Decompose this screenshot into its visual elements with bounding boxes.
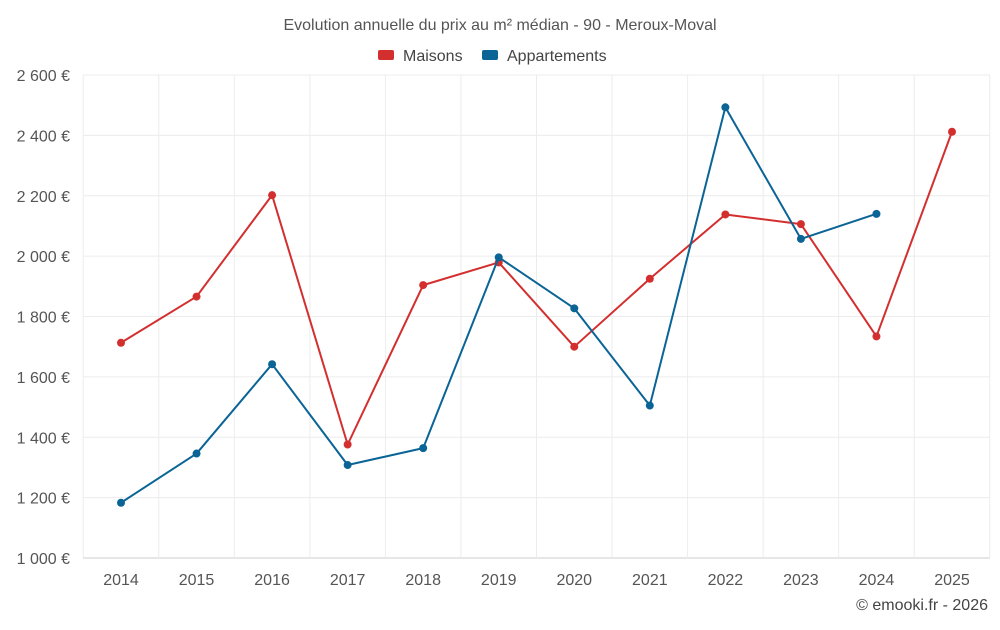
grid-lines bbox=[82, 74, 991, 559]
data-point-appartements[interactable] bbox=[494, 253, 503, 262]
x-tick-label: 2014 bbox=[103, 572, 139, 589]
series-appartements bbox=[117, 103, 881, 507]
credit-text: © emooki.fr - 2026 bbox=[856, 597, 988, 614]
data-point-maisons[interactable] bbox=[419, 281, 428, 290]
series-layer bbox=[117, 103, 956, 507]
data-point-maisons[interactable] bbox=[796, 220, 805, 229]
y-tick-label: 2 600 € bbox=[17, 68, 70, 85]
y-tick-label: 1 600 € bbox=[17, 370, 70, 387]
data-point-appartements[interactable] bbox=[117, 498, 125, 507]
chart-legend: Maisons Appartements bbox=[378, 48, 607, 65]
series-line-maisons bbox=[120, 131, 953, 446]
data-point-maisons[interactable] bbox=[948, 127, 956, 136]
data-point-maisons[interactable] bbox=[872, 332, 881, 341]
chart-title: Evolution annuelle du prix au m² médian … bbox=[283, 17, 716, 34]
data-point-appartements[interactable] bbox=[268, 360, 277, 369]
x-tick-label: 2020 bbox=[556, 572, 592, 589]
y-axis: 1 000 € 1 200 € 1 400 € 1 600 € 1 800 € 2 000… bbox=[17, 68, 70, 568]
data-point-maisons[interactable] bbox=[268, 191, 277, 200]
x-tick-label: 2018 bbox=[405, 572, 441, 589]
data-point-appartements[interactable] bbox=[872, 209, 881, 218]
data-point-appartements[interactable] bbox=[192, 449, 201, 458]
data-point-appartements[interactable] bbox=[645, 401, 654, 410]
y-tick-label: 1 200 € bbox=[17, 491, 70, 508]
x-tick-label: 2023 bbox=[783, 572, 819, 589]
data-point-maisons[interactable] bbox=[721, 210, 730, 219]
data-point-maisons[interactable] bbox=[645, 274, 654, 283]
legend-swatch-appartements bbox=[482, 50, 498, 60]
y-tick-label: 2 400 € bbox=[17, 128, 70, 145]
x-tick-label: 2016 bbox=[254, 572, 290, 589]
data-point-appartements[interactable] bbox=[721, 103, 730, 112]
x-tick-label: 2024 bbox=[859, 572, 895, 589]
y-tick-label: 1 400 € bbox=[17, 430, 70, 447]
data-point-maisons[interactable] bbox=[343, 440, 352, 449]
x-tick-label: 2017 bbox=[330, 572, 366, 589]
x-tick-label: 2019 bbox=[481, 572, 517, 589]
legend-label-maisons[interactable]: Maisons bbox=[403, 48, 463, 65]
y-tick-label: 1 000 € bbox=[17, 551, 70, 568]
y-tick-label: 2 000 € bbox=[17, 249, 70, 266]
series-maisons bbox=[117, 127, 956, 449]
x-tick-label: 2022 bbox=[708, 572, 744, 589]
y-tick-label: 2 200 € bbox=[17, 189, 70, 206]
x-axis: 2014 2015 2016 2017 2018 2019 2020 2021 2022 2023… bbox=[103, 572, 970, 589]
data-point-appartements[interactable] bbox=[570, 304, 579, 313]
data-point-appartements[interactable] bbox=[419, 444, 428, 453]
x-tick-label: 2021 bbox=[632, 572, 668, 589]
data-point-maisons[interactable] bbox=[570, 342, 579, 351]
legend-swatch-maisons bbox=[378, 50, 394, 60]
data-point-appartements[interactable] bbox=[343, 461, 352, 470]
data-point-maisons[interactable] bbox=[192, 292, 201, 301]
x-tick-label: 2015 bbox=[179, 572, 215, 589]
legend-label-appartements[interactable]: Appartements bbox=[507, 48, 607, 65]
x-tick-label: 2025 bbox=[934, 572, 970, 589]
y-tick-label: 1 800 € bbox=[17, 310, 70, 327]
data-point-maisons[interactable] bbox=[117, 338, 125, 347]
data-point-appartements[interactable] bbox=[796, 234, 805, 243]
